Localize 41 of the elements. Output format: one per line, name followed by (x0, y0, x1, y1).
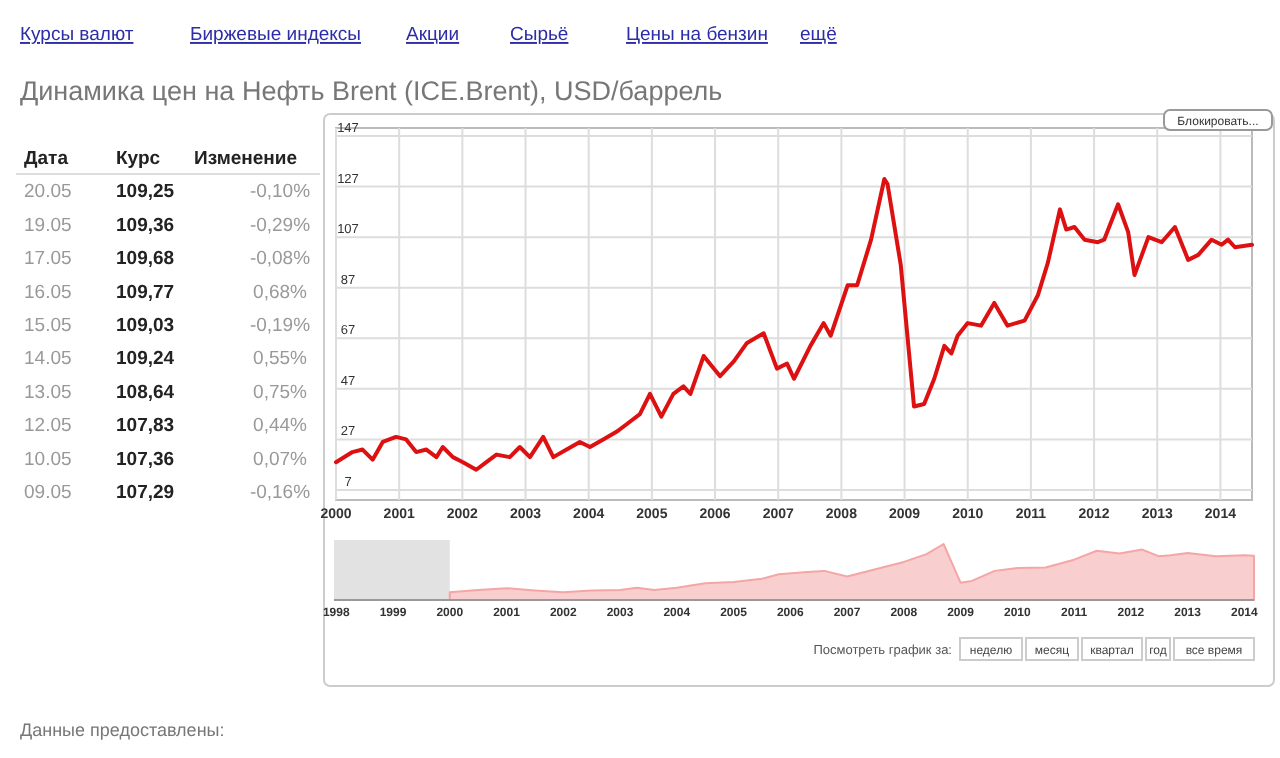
text: 0,44% (253, 415, 309, 438)
text: 109,24 (116, 348, 176, 371)
text: 12.05 (24, 415, 72, 438)
text: 108,64 (116, 381, 176, 404)
text: -0,29% (249, 214, 312, 237)
text: 109,25 (116, 181, 176, 204)
text: 107,36 (116, 448, 175, 471)
text: 109,77 (116, 281, 175, 304)
text: 13.05 (24, 381, 72, 404)
text: Цены на бензин (626, 24, 768, 46)
text: Сырьё (510, 24, 569, 46)
text: 09.05 (24, 482, 72, 504)
text: Акции (406, 24, 460, 46)
text: Биржевые индексы (190, 24, 362, 46)
text: -0,19% (249, 315, 312, 337)
text: 109,36 (116, 214, 175, 237)
text: 16.05 (24, 281, 72, 304)
text: 10.05 (24, 448, 72, 471)
text: 19.05 (24, 214, 72, 237)
text: ещё (800, 24, 837, 46)
text: 0,75% (253, 381, 309, 404)
text: Данные предоставлены: (20, 720, 225, 740)
text: Курс (116, 148, 161, 170)
text: Курсы валют (20, 24, 135, 46)
text: Дата (24, 148, 70, 170)
text: 107,29 (116, 482, 175, 504)
text: 109,68 (116, 248, 175, 271)
text: 0,55% (253, 348, 309, 371)
text: 107,83 (116, 415, 175, 438)
text: Изменение (194, 148, 298, 170)
text: -0,08% (249, 248, 312, 271)
text: Динамика цен на Нефть Brent (ICE.Brent), USD/баррель (20, 76, 723, 106)
text: -0,16% (249, 482, 312, 504)
text: 0,07% (253, 448, 309, 471)
text: 20.05 (24, 181, 72, 204)
text: -0,10% (249, 181, 312, 204)
text: 15.05 (24, 315, 72, 337)
text: 14.05 (24, 348, 72, 371)
text: 0,68% (253, 281, 309, 304)
text: 109,03 (116, 315, 175, 337)
text: 17.05 (24, 248, 72, 271)
